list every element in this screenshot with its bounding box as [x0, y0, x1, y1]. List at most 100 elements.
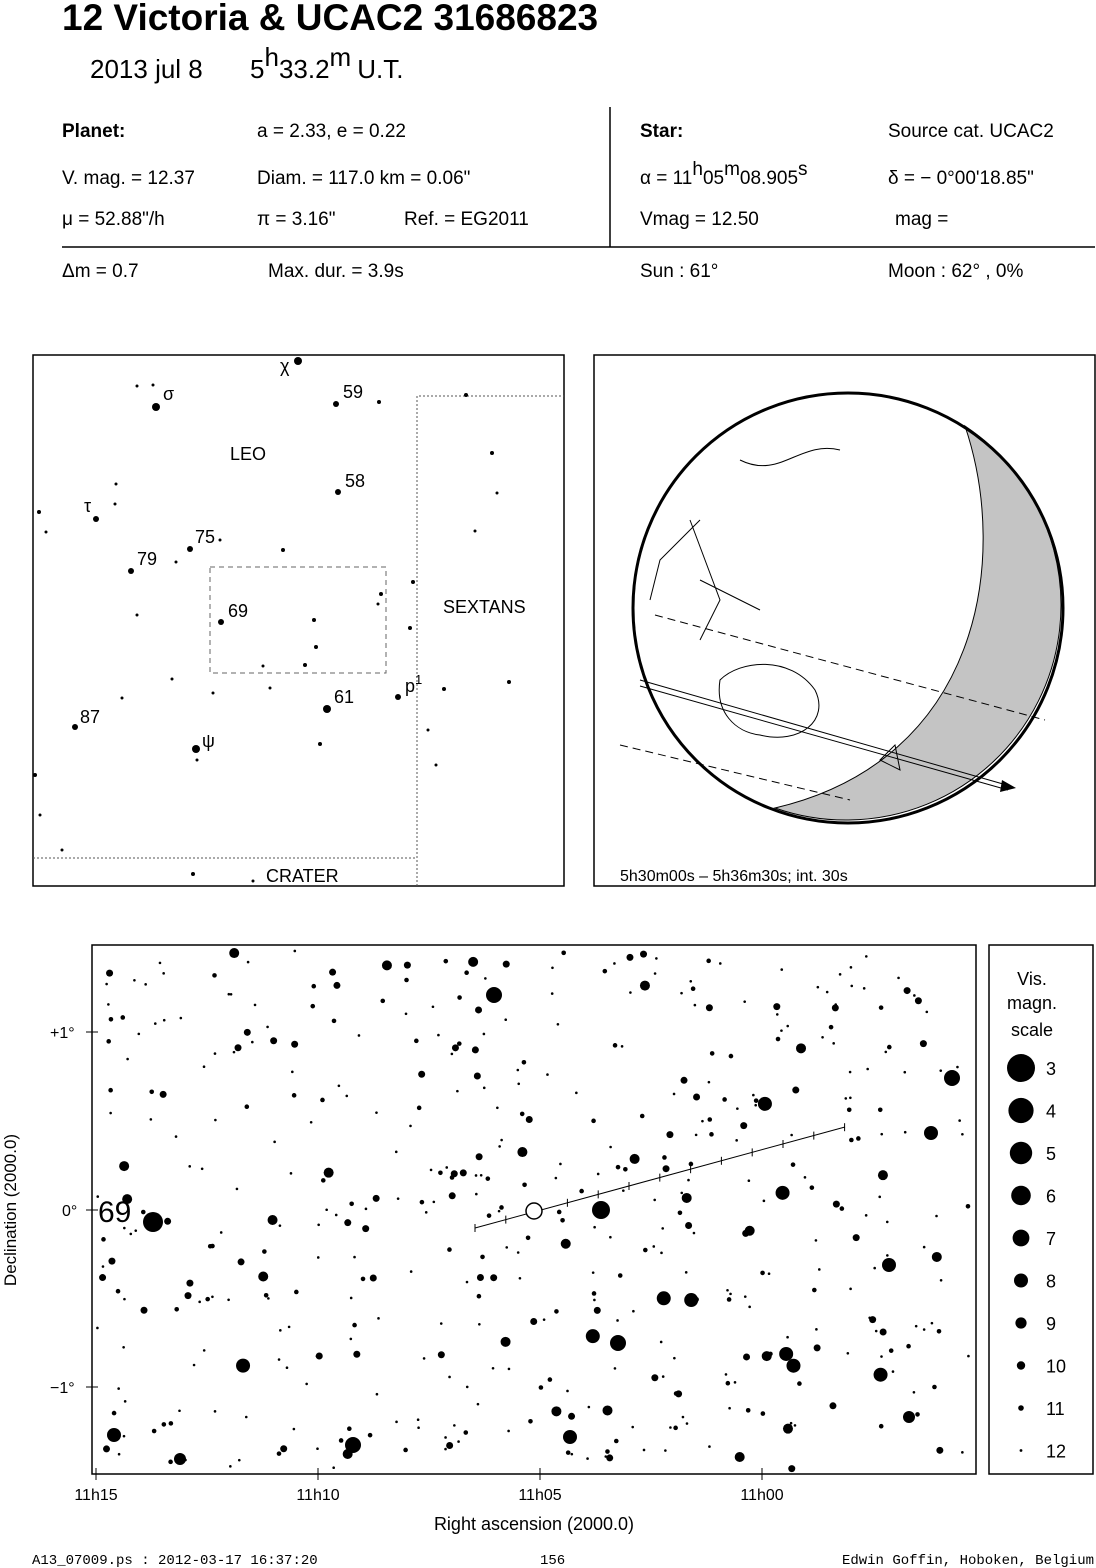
- bright-star: [143, 1212, 163, 1232]
- star: [273, 1140, 276, 1144]
- star: [404, 1012, 408, 1016]
- star: [117, 1387, 120, 1390]
- finder-star: [128, 568, 134, 574]
- star: [227, 992, 231, 996]
- legend-label: 8: [1046, 1272, 1056, 1292]
- star: [369, 1274, 377, 1282]
- star: [555, 1410, 561, 1415]
- star: [202, 1065, 206, 1069]
- finder-star: [318, 742, 322, 746]
- chart-area: [209, 566, 387, 674]
- x-tick-label: 11h00: [740, 1487, 783, 1504]
- star: [109, 1111, 112, 1115]
- star: [596, 1172, 600, 1176]
- star: [708, 1445, 711, 1448]
- star: [760, 1270, 765, 1276]
- finder-star: [120, 696, 124, 700]
- star: [349, 1201, 354, 1207]
- star: [613, 1367, 617, 1370]
- star: [878, 1195, 882, 1199]
- bright-star: [944, 1070, 960, 1086]
- star: [752, 1093, 755, 1097]
- t: 08.905: [740, 168, 798, 189]
- star: [293, 949, 297, 953]
- star: [211, 1295, 214, 1299]
- star: [120, 1015, 126, 1020]
- t: Vis.: [1017, 969, 1047, 989]
- star: [834, 1003, 838, 1006]
- star: [886, 1254, 889, 1257]
- star: [444, 1436, 447, 1439]
- star: [456, 1041, 462, 1046]
- t: δ = − 0°00'18.85": [888, 168, 1034, 189]
- star: [958, 1119, 961, 1122]
- star: [786, 1024, 790, 1028]
- star: [780, 1029, 783, 1032]
- star: [556, 1022, 560, 1026]
- caption: 5h30m00s – 5h36m30s; int. 30s: [620, 868, 848, 885]
- star: [931, 1251, 942, 1262]
- y-tick-label: −1°: [50, 1380, 75, 1397]
- star: [967, 1354, 970, 1358]
- star: [828, 1024, 834, 1030]
- star: [482, 1086, 486, 1090]
- star: [381, 960, 392, 971]
- legend-label: 11: [1046, 1399, 1065, 1419]
- star: [505, 1246, 509, 1249]
- star: [629, 1153, 640, 1164]
- star: [449, 1175, 455, 1180]
- star: [709, 1051, 715, 1056]
- finder-star: [314, 645, 318, 649]
- frame: [32, 354, 565, 887]
- star: [768, 1351, 773, 1357]
- star: [507, 1367, 511, 1371]
- finder-star: [195, 758, 199, 762]
- star: [519, 1111, 525, 1117]
- star: [347, 1426, 352, 1431]
- star: [484, 977, 487, 980]
- y-ticks: +1° 0° −1°: [50, 1025, 77, 1397]
- star: [593, 1225, 596, 1229]
- star: [108, 1087, 113, 1093]
- labels: χ 59 σ LEO 58 τ 75 79 69 SEXTANS 61 87 ψ…: [80, 356, 526, 886]
- star: [694, 1297, 699, 1302]
- star: [793, 1424, 797, 1427]
- star: [123, 1400, 127, 1403]
- star: [587, 1405, 591, 1409]
- bright-star: [903, 1411, 915, 1423]
- star: [922, 1328, 926, 1331]
- t: 59: [343, 382, 363, 402]
- star: [760, 1411, 766, 1416]
- star: [444, 1447, 447, 1451]
- t: Planet:: [62, 121, 125, 142]
- star: [864, 955, 868, 958]
- star: [179, 1016, 183, 1020]
- star: [480, 1254, 485, 1260]
- star: [694, 1133, 698, 1137]
- star: [816, 985, 820, 989]
- star: [496, 1106, 499, 1110]
- star: [866, 1067, 869, 1071]
- star: [227, 1298, 230, 1302]
- star: [609, 1145, 612, 1149]
- star: [681, 1415, 685, 1419]
- star: [613, 1438, 619, 1444]
- bright-star: [882, 1258, 896, 1272]
- star: [108, 1257, 116, 1265]
- star: [117, 1452, 121, 1456]
- legend-label: 9: [1046, 1314, 1056, 1334]
- star: [832, 1200, 840, 1208]
- t: 79: [137, 549, 157, 569]
- star: [310, 1003, 316, 1009]
- star: [403, 1447, 408, 1453]
- star: [906, 1343, 911, 1349]
- star: [202, 1349, 206, 1352]
- star: [846, 1352, 850, 1355]
- star: [129, 1232, 133, 1236]
- star: [277, 1358, 281, 1361]
- star: [728, 1053, 734, 1059]
- star: [291, 1070, 294, 1074]
- finder-star: [151, 383, 155, 387]
- star: [111, 1410, 117, 1416]
- star: [936, 1446, 944, 1454]
